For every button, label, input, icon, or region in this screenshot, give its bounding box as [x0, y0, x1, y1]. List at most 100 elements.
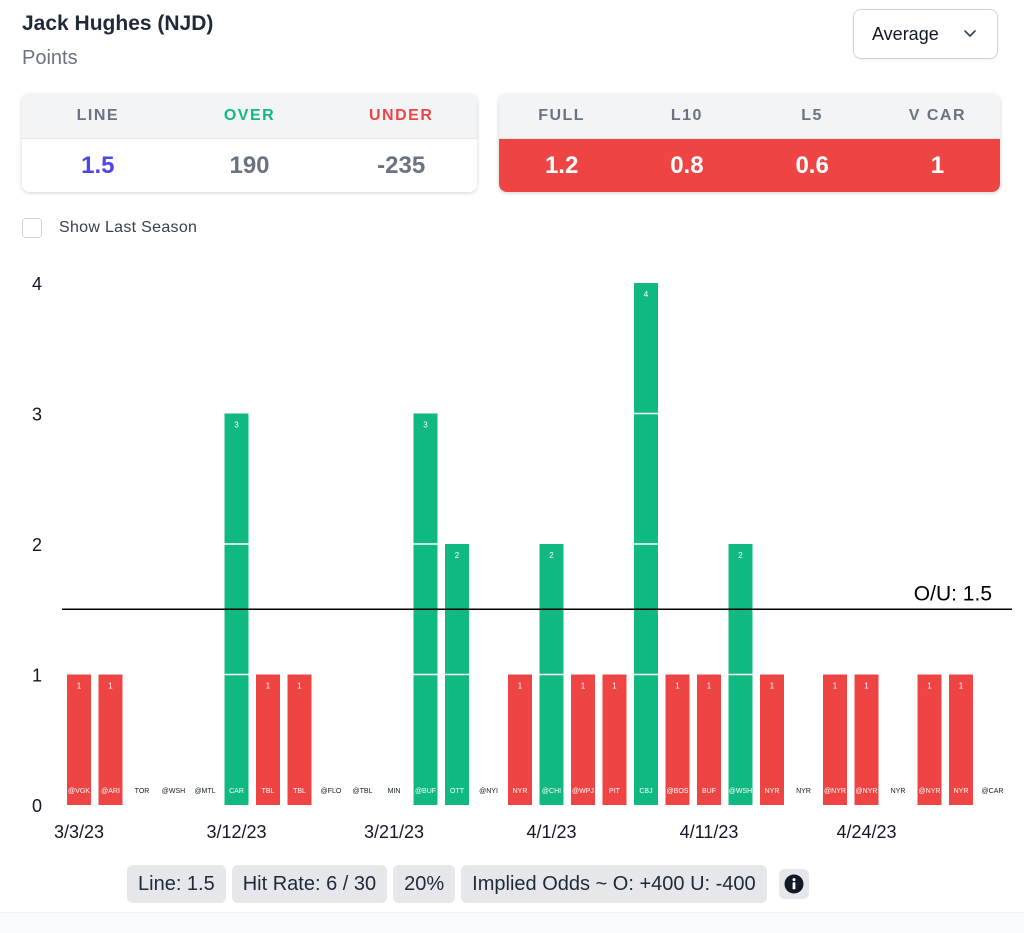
bar-opponent-label: MIN — [388, 788, 401, 795]
bar-opponent-label: @VGK — [68, 788, 90, 795]
under-value: -235 — [377, 152, 426, 179]
bar-opponent-label: NYR — [513, 788, 528, 795]
y-tick-label: 4 — [32, 274, 42, 294]
y-tick-label: 0 — [32, 796, 42, 816]
chevron-down-icon — [964, 30, 976, 37]
x-date-label: 4/1/23 — [526, 822, 576, 842]
bar-opponent-label: @WPJ — [572, 788, 594, 795]
bar-opponent-label: NYR — [796, 788, 811, 795]
bar-value-label: 1 — [675, 682, 680, 691]
bar-opponent-label: @WSH — [729, 788, 752, 795]
info-button[interactable] — [778, 869, 809, 899]
bar-value-label: 2 — [738, 551, 743, 560]
bar-opponent-label: @CHI — [542, 788, 561, 795]
x-date-label: 3/3/23 — [54, 822, 104, 842]
dropdown-selected: Average — [872, 23, 939, 44]
average-card: FULL L10 L5 V CAR 1.2 0.8 0.6 1 — [499, 94, 1000, 192]
bar-opponent-label: TBL — [293, 788, 306, 795]
show-last-season-toggle[interactable]: Show Last Season — [22, 218, 197, 238]
bar — [917, 674, 942, 805]
bar-opponent-label: NYR — [891, 788, 906, 795]
bar — [67, 674, 91, 805]
bar-opponent-label: @ARI — [101, 788, 120, 795]
bar-value-label: 1 — [707, 682, 712, 691]
y-tick-label: 1 — [32, 666, 42, 686]
bar-opponent-label: PIT — [609, 788, 621, 795]
full-value: 1.2 — [544, 152, 579, 179]
bar-opponent-label: NYR — [954, 788, 969, 795]
bar — [854, 674, 879, 805]
bar-value-label: 1 — [770, 682, 775, 691]
bar — [697, 674, 721, 805]
bar-value-label: 1 — [297, 682, 302, 691]
bar-opponent-label: @MTL — [194, 788, 215, 795]
bar-opponent-label: @WSH — [162, 788, 185, 795]
over-value: 190 — [229, 152, 270, 179]
vs-car-header: V CAR — [908, 107, 967, 124]
bar-value-label: 1 — [833, 682, 838, 691]
bar-opponent-label: OTT — [450, 788, 465, 795]
bar — [823, 674, 847, 805]
bar — [571, 674, 595, 805]
bar-value-label: 4 — [644, 290, 649, 299]
summary-bar: Line: 1.5 Hit Rate: 6 / 30 20% Implied O… — [127, 865, 809, 903]
bar-opponent-label: CAR — [229, 788, 244, 795]
over-under-label: O/U: 1.5 — [914, 582, 992, 605]
bar-opponent-label: TBL — [262, 788, 275, 795]
bar — [760, 674, 784, 805]
bar-opponent-label: @NYR — [919, 788, 941, 795]
y-tick-label: 3 — [32, 405, 42, 425]
x-date-label: 4/11/23 — [680, 822, 739, 842]
bar-value-label: 1 — [518, 682, 523, 691]
bar-opponent-label: @BUF — [415, 788, 436, 795]
bar-value-label: 1 — [77, 682, 82, 691]
odds-card: LINE OVER UNDER 1.5 190 -235 — [22, 94, 477, 192]
l10-value: 0.8 — [670, 152, 704, 179]
full-header: FULL — [538, 107, 586, 124]
over-header: OVER — [223, 107, 276, 124]
bar-opponent-label: @CAR — [982, 788, 1004, 795]
bar-opponent-label: @NYR — [824, 788, 846, 795]
bar-opponent-label: BUF — [702, 788, 716, 795]
bar-value-label: 1 — [959, 682, 964, 691]
show-last-season-label: Show Last Season — [59, 219, 198, 236]
bar — [665, 674, 690, 805]
line-header: LINE — [76, 107, 120, 124]
y-tick-label: 2 — [32, 535, 42, 555]
bar-value-label: 2 — [549, 551, 554, 560]
hit-rate-pill: Hit Rate: 6 / 30 — [231, 865, 388, 903]
line-value: 1.5 — [81, 152, 115, 179]
bar-opponent-label: TOR — [135, 788, 150, 795]
stat-type: Points — [22, 47, 78, 69]
bar-opponent-label: @TBL — [353, 788, 373, 795]
bar-value-label: 1 — [108, 682, 113, 691]
bar-opponent-label: @FLO — [321, 788, 342, 795]
bar-value-label: 2 — [455, 551, 460, 560]
l5-value: 0.6 — [795, 152, 829, 179]
bar — [949, 674, 973, 805]
bar — [508, 674, 532, 805]
bar-value-label: 1 — [266, 682, 271, 691]
l10-header: L10 — [670, 107, 703, 124]
bar — [98, 674, 123, 805]
aggregate-dropdown[interactable]: Average — [853, 9, 998, 59]
hit-percent-pill: 20% — [393, 865, 456, 903]
bar-opponent-label: CBJ — [639, 788, 652, 795]
bar — [287, 674, 312, 805]
bar-opponent-label: @NYI — [479, 788, 498, 795]
bar-opponent-label: @BOS — [667, 788, 689, 795]
bar-value-label: 1 — [927, 682, 932, 691]
l5-header: L5 — [801, 107, 823, 124]
bar — [256, 674, 280, 805]
points-bar-chart: 0 1 2 3 4 1 @VGK 1 @ARI TOR @WSH @MTL 3 CAR 1 TBL 1 TBL @F… — [32, 274, 1012, 842]
bottom-divider — [0, 912, 1024, 933]
bar-value-label: 3 — [234, 421, 239, 430]
show-last-season-checkbox[interactable] — [22, 218, 42, 238]
implied-odds-pill: Implied Odds ~ O: +400 U: -400 — [461, 865, 767, 903]
bar-opponent-label: @NYR — [856, 788, 878, 795]
vs-car-value: 1 — [930, 152, 945, 179]
x-date-label: 3/21/23 — [364, 822, 424, 842]
bar-value-label: 1 — [612, 682, 617, 691]
bar-value-label: 1 — [581, 682, 586, 691]
bar — [602, 674, 627, 805]
